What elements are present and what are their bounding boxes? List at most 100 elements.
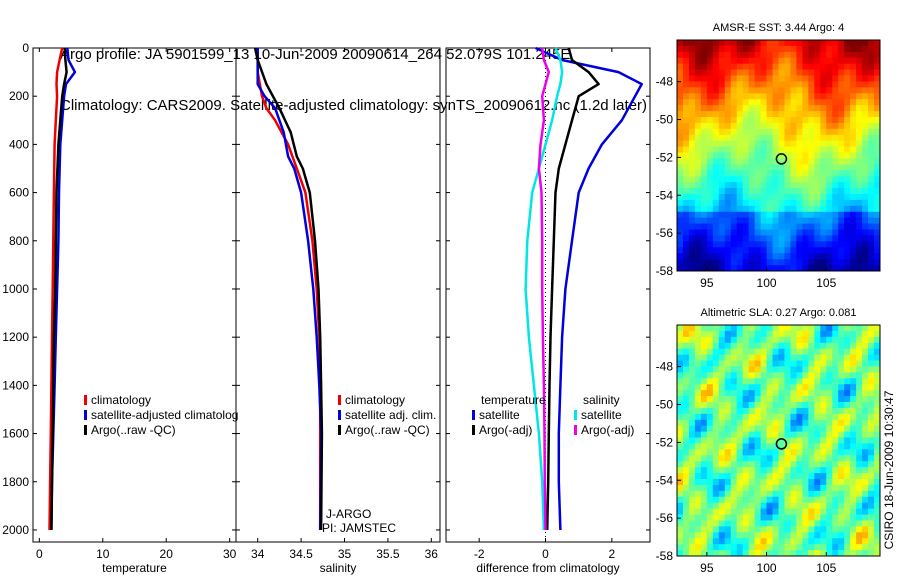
sla_map-cell	[796, 354, 803, 362]
sla_map-cell	[718, 342, 726, 350]
sst_map-cell	[808, 265, 815, 271]
sst_map-cell	[856, 57, 863, 65]
sla_map-cell	[856, 342, 863, 350]
sst_map-cell	[730, 69, 738, 77]
sst_map-cell	[730, 158, 738, 165]
sst_map-cell	[760, 105, 768, 112]
sla_map-cell	[832, 354, 839, 362]
sla_map-cell	[850, 413, 857, 421]
sla_map-cell	[706, 467, 714, 474]
sla_map-cell	[838, 390, 845, 397]
sla_map-cell	[700, 473, 708, 480]
sst_map-cell	[814, 63, 821, 71]
sla_map-cell	[682, 490, 690, 498]
sla_map-cell	[754, 484, 762, 492]
sla_map-cell	[808, 437, 815, 445]
sla_map-cell	[772, 479, 780, 486]
sst_map-cell	[760, 199, 768, 207]
sla_map-cell	[712, 550, 720, 556]
sst_map-cell	[796, 57, 803, 65]
sla_map-cell	[730, 502, 738, 510]
sla_map-cell	[748, 407, 756, 415]
sst_map-cell	[754, 63, 762, 71]
sst_map-cell	[784, 188, 792, 195]
sst_map-cell	[724, 253, 732, 260]
sst_map-cell	[856, 45, 863, 53]
sla_map-cell	[790, 496, 798, 504]
sst_map-cell	[850, 217, 857, 225]
sla_map-cell	[724, 496, 732, 504]
sst_map-cell	[874, 205, 880, 213]
sla_map-cell	[682, 467, 690, 474]
sst_map-cell	[802, 205, 809, 213]
sla_map-cell	[796, 467, 803, 474]
sst_map-cell	[688, 188, 696, 195]
sla_map-cell	[754, 544, 762, 551]
sla_map-cell	[677, 431, 684, 439]
difference-xtick-label: 0	[542, 547, 549, 561]
sst_map-cell	[724, 164, 732, 171]
sla_map-cell	[688, 461, 696, 468]
sla_map-cell	[736, 419, 744, 427]
sla_map-cell	[688, 336, 696, 344]
sst_map-cell	[682, 117, 690, 124]
sst_map-cell	[790, 122, 798, 130]
sla_map-cell	[754, 508, 762, 516]
sla_map-cell	[790, 402, 798, 409]
sst_map-cell	[688, 140, 696, 148]
sla_map-cell	[700, 419, 708, 427]
sla_map-cell	[832, 538, 839, 545]
sst_map-cell	[832, 182, 839, 189]
sla_map-cell	[862, 390, 869, 397]
sla_map-cell	[820, 514, 827, 522]
sla_map-cell	[808, 402, 815, 409]
sst_map-cell	[838, 75, 845, 83]
sla_map-cell	[712, 520, 720, 527]
sla_map-cell	[712, 514, 720, 522]
sst_map-cell	[754, 99, 762, 106]
sst_map-raster	[677, 40, 880, 271]
sla_map-cell	[677, 461, 684, 468]
sst_map-cell	[820, 229, 827, 237]
sst_map-cell	[682, 134, 690, 142]
sla_map-cell	[706, 390, 714, 397]
sla_map-cell	[677, 550, 684, 556]
sla_map-cell	[700, 336, 708, 344]
sst_map-cell	[712, 211, 720, 219]
sst_map-cell	[682, 51, 690, 59]
sst_map-cell	[832, 158, 839, 165]
sla_map-cell	[814, 526, 821, 533]
sla_map-cell	[850, 532, 857, 539]
sla_map-cell	[862, 413, 869, 421]
sst_map-cell	[778, 122, 786, 130]
sst_map-cell	[862, 217, 869, 225]
sst_map-cell	[778, 69, 786, 77]
sst_map-cell	[682, 93, 690, 100]
sla_map-ytick-label: -56	[656, 511, 674, 525]
sla_map-cell	[730, 449, 738, 456]
sst_map-cell	[772, 57, 780, 65]
sla_map-cell	[838, 342, 845, 350]
sla_map-cell	[694, 467, 702, 474]
sst_map-cell	[766, 259, 774, 266]
sla_map-cell	[772, 532, 780, 539]
sla_map-cell	[868, 372, 875, 379]
sst_map-cell	[802, 146, 809, 154]
sla_map-cell	[874, 419, 880, 427]
sst_map-cell	[772, 188, 780, 195]
sla_map-cell	[838, 384, 845, 391]
sla_map-cell	[700, 348, 708, 356]
sst_map-cell	[766, 146, 774, 154]
sla_map-cell	[808, 484, 815, 492]
sst_map-cell	[772, 170, 780, 177]
sla_map-cell	[694, 384, 702, 391]
sla_map-cell	[796, 413, 803, 421]
sst_map-cell	[820, 152, 827, 160]
sst_map-cell	[754, 140, 762, 148]
sst_map-cell	[814, 111, 821, 118]
sst_map-cell	[820, 211, 827, 219]
sst_map-cell	[814, 99, 821, 106]
sst_map-cell	[766, 140, 774, 148]
sla_map-cell	[712, 407, 720, 415]
sst_map-cell	[706, 229, 714, 237]
